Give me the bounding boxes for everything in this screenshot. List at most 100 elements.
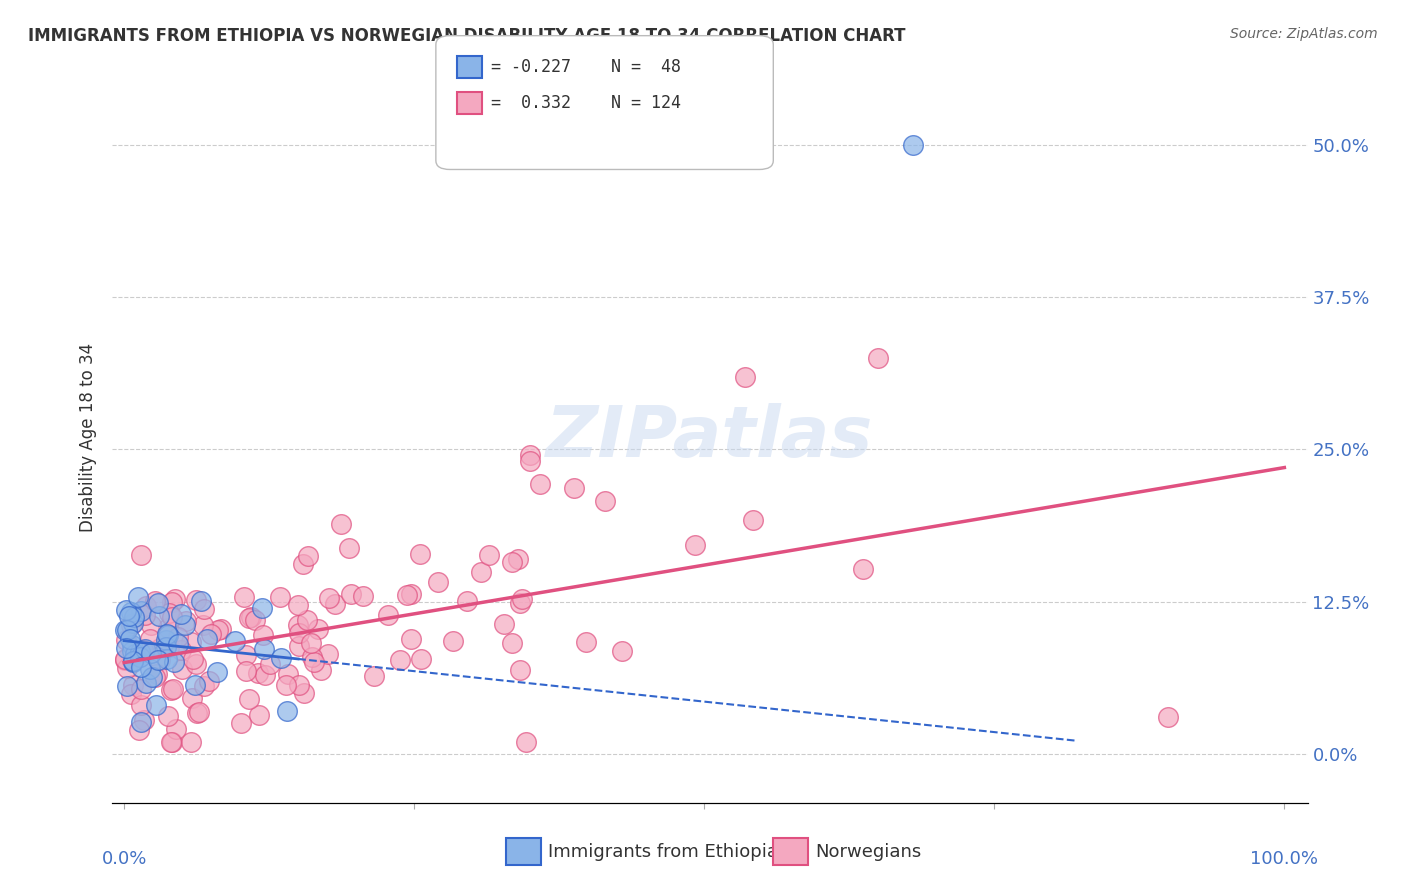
Point (124, 610, 146, 624)
Point (170, 642, 193, 657)
Point (209, 622, 232, 636)
Point (156, 628, 179, 642)
Point (127, 590, 149, 604)
Point (1157, 710, 1180, 724)
Point (143, 670, 166, 684)
Point (195, 632, 218, 647)
Point (135, 599, 157, 614)
Point (160, 735, 183, 749)
Point (191, 618, 214, 632)
Point (129, 715, 152, 730)
Point (114, 652, 136, 666)
Point (157, 607, 180, 621)
Point (198, 674, 221, 689)
Point (240, 610, 263, 624)
Point (329, 517, 352, 532)
Point (129, 649, 152, 664)
Point (238, 691, 260, 706)
Point (224, 634, 246, 648)
Point (120, 617, 142, 632)
Point (156, 621, 179, 635)
Point (176, 614, 198, 628)
Point (170, 607, 193, 622)
Point (134, 713, 156, 727)
Point (129, 549, 152, 563)
Text: 100.0%: 100.0% (1250, 850, 1319, 868)
Text: Source: ZipAtlas.com: Source: ZipAtlas.com (1230, 27, 1378, 41)
Point (149, 653, 172, 667)
Point (337, 541, 360, 555)
Point (470, 565, 492, 579)
Point (193, 601, 215, 615)
Point (146, 666, 169, 681)
Point (122, 678, 145, 692)
Point (741, 513, 763, 527)
Point (162, 681, 184, 696)
Point (509, 596, 531, 610)
Point (190, 594, 212, 608)
Point (129, 681, 152, 696)
Point (121, 638, 143, 652)
Point (734, 370, 756, 384)
Point (456, 594, 478, 608)
Point (129, 698, 152, 713)
Point (148, 608, 170, 623)
Point (318, 647, 340, 661)
Point (193, 679, 215, 693)
Point (287, 598, 309, 612)
Point (184, 678, 207, 692)
Point (401, 587, 423, 601)
Point (388, 652, 411, 666)
Point (120, 605, 142, 619)
Point (441, 634, 464, 648)
Point (612, 644, 634, 658)
Text: ZIPatlas: ZIPatlas (547, 402, 873, 472)
Point (235, 648, 257, 662)
Point (352, 589, 374, 603)
Point (157, 640, 180, 654)
Point (287, 617, 309, 632)
Point (180, 634, 202, 648)
Text: R = -0.227    N =  48: R = -0.227 N = 48 (471, 58, 681, 76)
Point (512, 592, 534, 607)
Point (252, 628, 274, 642)
Point (235, 664, 257, 678)
Point (166, 637, 188, 651)
Point (868, 351, 890, 365)
Point (146, 596, 169, 610)
Point (301, 649, 323, 664)
Point (186, 706, 208, 720)
Point (229, 715, 252, 730)
Point (399, 632, 422, 647)
Point (852, 562, 875, 576)
Point (163, 655, 186, 669)
Point (309, 663, 332, 677)
Point (519, 448, 541, 462)
Point (302, 655, 325, 669)
Point (247, 708, 270, 723)
Point (276, 678, 298, 692)
Point (134, 607, 156, 622)
Point (131, 643, 153, 657)
Point (340, 587, 363, 601)
Point (299, 636, 322, 650)
Point (121, 643, 143, 657)
Point (294, 686, 316, 700)
Point (114, 632, 136, 647)
Point (129, 604, 152, 618)
Point (529, 477, 551, 491)
Point (297, 549, 319, 564)
Point (363, 669, 385, 683)
Point (181, 652, 204, 666)
Point (141, 618, 163, 632)
Point (291, 557, 314, 571)
Point (325, 597, 347, 611)
Point (492, 617, 515, 632)
Point (160, 683, 183, 698)
Point (115, 603, 138, 617)
Point (141, 670, 163, 684)
Point (377, 607, 399, 622)
Point (115, 623, 138, 637)
Point (186, 657, 208, 671)
Point (232, 591, 254, 605)
